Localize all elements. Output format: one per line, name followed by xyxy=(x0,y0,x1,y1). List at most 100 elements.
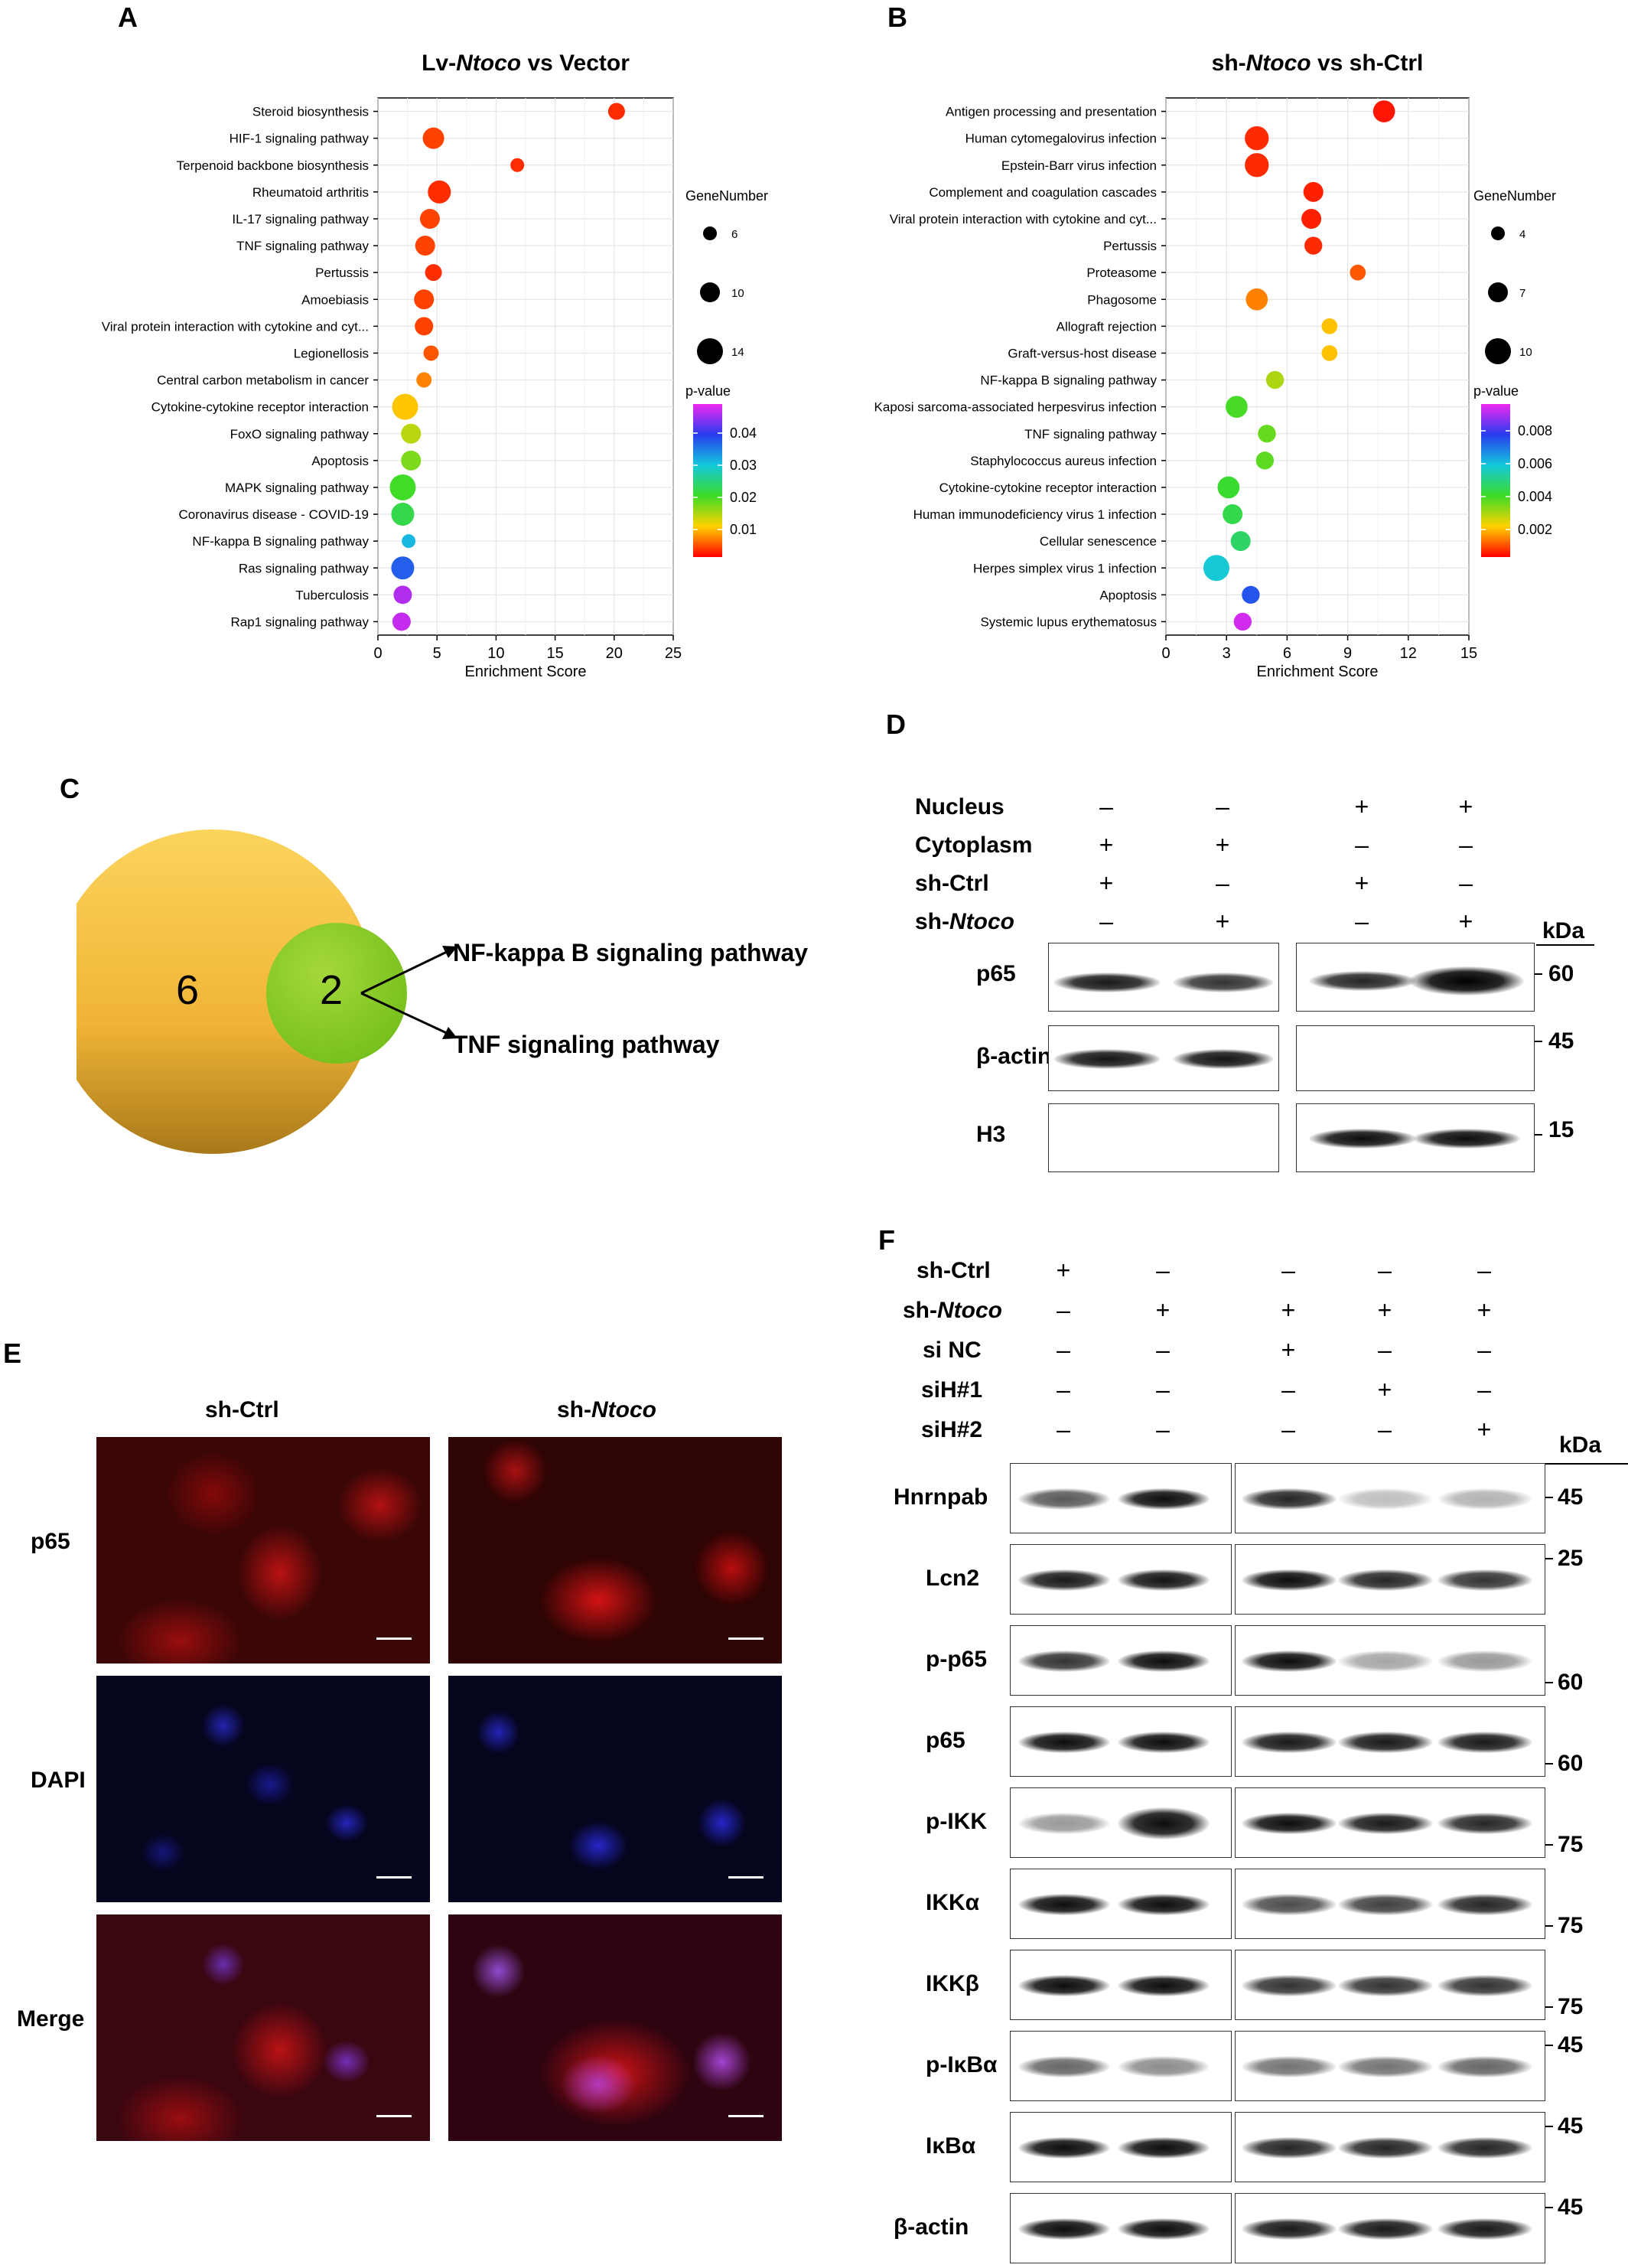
condition-sign: – xyxy=(1057,1376,1070,1403)
size-legend-label: 6 xyxy=(731,228,737,241)
x-tick-label: 15 xyxy=(546,645,563,662)
size-legend-title: GeneNumber xyxy=(685,188,768,204)
protein-band xyxy=(1018,2137,1110,2159)
kda-header: kDa xyxy=(1542,918,1585,943)
protein-band xyxy=(1118,1732,1210,1753)
condition-label: sh-Ntoco xyxy=(915,909,1014,935)
data-point xyxy=(391,556,415,580)
data-point xyxy=(415,236,435,256)
protein-band xyxy=(1118,1569,1210,1591)
blot-membrane-left xyxy=(1010,1787,1232,1858)
protein-band xyxy=(1338,1488,1433,1510)
condition-label-text: sh-Ctrl xyxy=(917,1258,991,1283)
data-point xyxy=(1372,100,1395,122)
blot-membrane-left xyxy=(1010,2031,1232,2101)
scale-bar xyxy=(728,1876,764,1879)
size-legend-marker xyxy=(1491,226,1505,240)
protein-band xyxy=(1309,971,1416,991)
y-tick-label: TNF signaling pathway xyxy=(1024,427,1157,442)
kda-label: 45 xyxy=(1548,1028,1574,1054)
protein-band xyxy=(1438,1732,1532,1753)
western-blot-d: Nucleus – – + + Cytoplasm + + – – sh-Ctrl + – + – sh-Nt… xyxy=(880,788,1628,1247)
protein-band xyxy=(1018,1813,1110,1834)
venn-pathway-1: NF-kappa B signaling pathway xyxy=(453,939,808,966)
condition-sign: + xyxy=(1477,1416,1492,1443)
chart-title-italic: Ntoco xyxy=(1246,51,1311,76)
condition-label-text: Cytoplasm xyxy=(915,833,1033,858)
size-legend-label: 14 xyxy=(731,346,744,359)
row-label: Merge xyxy=(17,2006,85,2032)
protein-band xyxy=(1018,1569,1110,1591)
protein-band xyxy=(1438,1488,1532,1510)
condition-sign: – xyxy=(1378,1416,1392,1443)
protein-band xyxy=(1438,2056,1532,2077)
condition-sign: + xyxy=(1099,831,1114,859)
protein-band xyxy=(1018,2218,1110,2240)
kda-label: 45 xyxy=(1558,2113,1584,2139)
y-tick-label: Graft-versus-host disease xyxy=(1008,346,1157,360)
data-point xyxy=(391,503,415,526)
color-legend-bar xyxy=(693,404,722,557)
protein-band xyxy=(1018,1488,1110,1510)
y-tick-label: Cytokine-cytokine receptor interaction xyxy=(939,481,1157,495)
blot-row-label: p-IKK xyxy=(926,1809,987,1834)
color-legend-label: 0.02 xyxy=(730,490,757,505)
size-legend-marker xyxy=(697,338,723,364)
venn-arrowhead-1 xyxy=(442,946,457,958)
y-tick-label: Legionellosis xyxy=(294,346,369,360)
scale-bar xyxy=(376,2115,412,2117)
data-point xyxy=(423,345,439,361)
blot-membrane-left xyxy=(1010,1869,1232,1939)
blot-membrane-right xyxy=(1235,1787,1545,1858)
condition-sign: – xyxy=(1281,1416,1295,1443)
data-point xyxy=(1233,612,1252,631)
blot-membrane-left xyxy=(1010,1463,1232,1533)
protein-band xyxy=(1118,1650,1210,1672)
y-tick-label: Amoebiasis xyxy=(301,292,369,307)
blot-membrane-right xyxy=(1296,1025,1535,1091)
kda-label: 60 xyxy=(1558,1751,1584,1776)
color-legend-label: 0.03 xyxy=(730,458,757,473)
kda-tick xyxy=(1535,1134,1542,1136)
data-point xyxy=(428,180,451,204)
protein-band xyxy=(1242,2056,1337,2077)
blot-membrane-left xyxy=(1010,2193,1232,2263)
condition-label: si NC xyxy=(923,1338,982,1364)
condition-sign: – xyxy=(1378,1256,1392,1284)
protein-band xyxy=(1438,1569,1532,1591)
chart-title-italic: Ntoco xyxy=(456,51,521,76)
x-axis-label: Enrichment Score xyxy=(465,663,587,680)
condition-sign: + xyxy=(1215,908,1230,935)
data-point xyxy=(1217,476,1240,499)
protein-band xyxy=(1242,1650,1337,1672)
x-tick-label: 0 xyxy=(1161,645,1170,662)
blot-membrane-right xyxy=(1296,1103,1535,1172)
venn-outer-circle xyxy=(77,829,375,1154)
kda-label: 45 xyxy=(1558,2032,1584,2058)
color-legend-label: 0.008 xyxy=(1518,423,1552,438)
kda-label: 75 xyxy=(1558,1832,1584,1857)
micrograph xyxy=(448,1437,782,1664)
column-label: sh-Ntoco xyxy=(557,1397,656,1423)
x-tick-label: 6 xyxy=(1283,645,1291,662)
data-point xyxy=(393,585,412,604)
size-legend-label: 7 xyxy=(1519,287,1525,300)
panel-letter-c: C xyxy=(60,773,80,804)
x-tick-label: 25 xyxy=(665,645,682,662)
data-point xyxy=(419,208,440,229)
condition-sign: + xyxy=(1281,1336,1296,1364)
y-tick-label: Coronavirus disease - COVID-19 xyxy=(179,507,369,522)
venn-arrow-1 xyxy=(360,949,451,995)
micrograph xyxy=(96,1437,430,1664)
x-tick-label: 20 xyxy=(606,645,623,662)
condition-sign: + xyxy=(1458,793,1473,820)
condition-sign: + xyxy=(1354,793,1369,820)
panel-letter-e: E xyxy=(3,1338,22,1369)
condition-label-italic: Ntoco xyxy=(937,1298,1002,1323)
protein-band xyxy=(1118,2056,1210,2077)
protein-band xyxy=(1053,973,1161,992)
condition-sign: – xyxy=(1355,831,1369,859)
data-point xyxy=(422,127,444,149)
condition-sign: – xyxy=(1459,831,1473,859)
micrograph xyxy=(448,1914,782,2141)
